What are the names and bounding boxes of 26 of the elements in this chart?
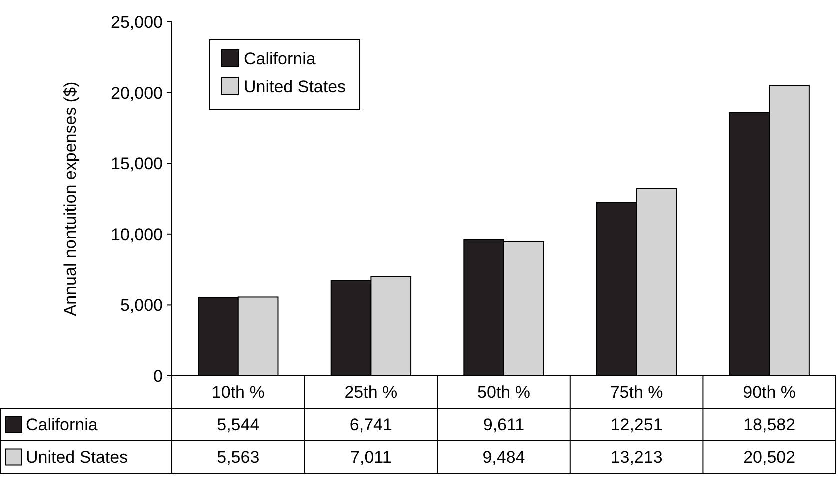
text: California [26, 416, 98, 435]
x-tick-label: 25th % [344, 383, 398, 402]
y-axis-title: Annual nontuition expenses ($) [61, 82, 80, 316]
data-label: 5,544 [217, 416, 260, 435]
data-label: 6,741 [350, 416, 392, 435]
x-tick-label: 75th % [610, 383, 664, 402]
data-label: 5,563 [217, 448, 260, 468]
data-label: 9,484 [482, 448, 526, 468]
data-label: 18,582 [744, 416, 796, 435]
y-tick-label: 20,000 [111, 84, 163, 103]
data-label: 13,213 [610, 448, 663, 468]
x-tick-label: 50th % [478, 383, 530, 402]
y-tick-label: 10,000 [111, 225, 163, 244]
y-tick-label: 25,000 [111, 12, 163, 32]
legend-label: California [244, 49, 316, 68]
text: United States [26, 448, 128, 468]
y-tick-label: 0 [154, 366, 163, 386]
legend-label: United States [244, 77, 346, 96]
data-label: 9,611 [483, 416, 525, 435]
y-tick-label: 5,000 [120, 296, 163, 316]
data-label: 12,251 [610, 416, 663, 435]
data-label: 20,502 [744, 448, 796, 468]
x-tick-label: 90th % [743, 383, 796, 402]
y-tick-label: 15,000 [111, 154, 163, 174]
data-label: 7,011 [350, 448, 392, 468]
x-tick-label: 10th % [212, 383, 265, 402]
